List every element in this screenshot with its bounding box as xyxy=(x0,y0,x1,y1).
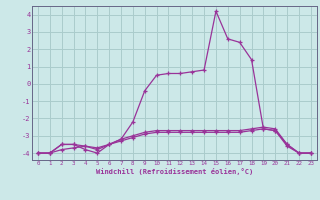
X-axis label: Windchill (Refroidissement éolien,°C): Windchill (Refroidissement éolien,°C) xyxy=(96,168,253,175)
